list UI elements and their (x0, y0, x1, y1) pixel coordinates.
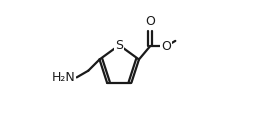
Text: S: S (115, 39, 123, 52)
Text: O: O (161, 40, 171, 53)
Text: H₂N: H₂N (52, 71, 75, 84)
Text: O: O (145, 15, 155, 28)
